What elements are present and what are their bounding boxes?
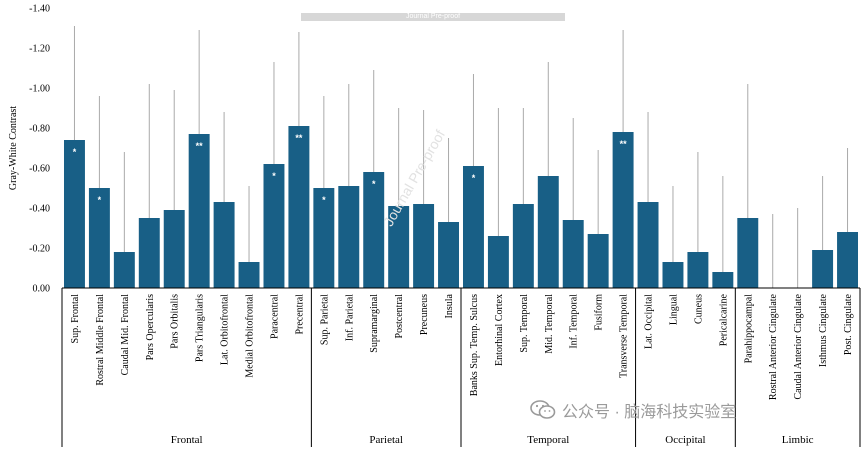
- bar: [512, 204, 534, 288]
- y-tick-label: 0.00: [33, 284, 51, 295]
- bar: [837, 232, 859, 288]
- x-tick-label: Pericalcarine: [718, 293, 729, 346]
- x-tick-labels: Sup. Frontal Rostral Middle Frontal Caudal…: [70, 293, 854, 400]
- x-tick-label: Pars Orbitalis: [170, 294, 181, 349]
- x-tick-label: Post. Cingulate: [843, 293, 854, 355]
- x-tick-label: Postcentral: [394, 294, 405, 339]
- significance-marker: *: [272, 171, 276, 181]
- x-tick-label: Lat. Occipital: [644, 294, 655, 349]
- wechat-watermark: 公众号 · 脑海科技实验室: [530, 398, 736, 422]
- x-tick-label: Precuneus: [419, 294, 430, 335]
- x-tick-label: Medial Orbitofrontal: [245, 294, 256, 378]
- bar: [363, 172, 385, 288]
- x-tick-label: Lat. Orbitofrontal: [220, 294, 231, 365]
- bar: [238, 262, 260, 288]
- y-axis-label: Gray-White Contrast: [8, 106, 19, 190]
- bar: [113, 252, 135, 288]
- bar: [612, 132, 634, 288]
- bar: [737, 218, 759, 288]
- bar: [587, 234, 609, 288]
- x-tick-label: Caudal Anterior Cingulate: [793, 293, 804, 399]
- group-label: Parietal: [369, 434, 403, 446]
- bar: [637, 202, 659, 288]
- bar: [338, 186, 360, 288]
- x-tick-label: Precentral: [294, 294, 305, 335]
- bar: [662, 262, 684, 288]
- significance-marker: **: [295, 133, 303, 143]
- x-tick-label: Inf. Temporal: [569, 294, 580, 349]
- y-tick-label: -1.00: [29, 84, 50, 95]
- x-tick-label: Lingual: [668, 294, 679, 325]
- x-tick-label: Pars Opercularis: [145, 294, 156, 360]
- x-tick-label: Parahippocampal: [743, 294, 754, 364]
- bar: [263, 164, 285, 288]
- x-tick-label: Cuneus: [693, 294, 704, 324]
- x-tick-label: Rostral Anterior Cingulate: [768, 293, 779, 400]
- group-label: Temporal: [527, 434, 569, 446]
- bar: [288, 126, 310, 288]
- bar: [537, 176, 559, 288]
- significance-markers: ************: [73, 133, 627, 205]
- x-tick-label: Sup. Temporal: [519, 294, 530, 353]
- x-tick-label: Paracentral: [269, 294, 280, 339]
- bar: [388, 206, 410, 288]
- group-label: Limbic: [782, 434, 814, 446]
- y-tick-label: -1.20: [29, 44, 50, 55]
- x-tick-label: Insula: [444, 293, 455, 318]
- bar: [562, 220, 584, 288]
- significance-marker: *: [472, 173, 476, 183]
- bars: [63, 126, 859, 288]
- significance-marker: **: [620, 139, 628, 149]
- x-tick-label: Banks Sup. Temp. Sulcus: [469, 294, 480, 396]
- significance-marker: *: [372, 179, 376, 189]
- bar: [88, 188, 110, 288]
- x-tick-label: Entorhinal Cortex: [494, 294, 505, 366]
- bar: [438, 222, 460, 288]
- group-label: Occipital: [665, 434, 705, 446]
- x-tick-label: Fusiform: [594, 294, 605, 331]
- significance-marker: *: [73, 147, 77, 157]
- significance-marker: *: [98, 195, 102, 205]
- significance-marker: **: [196, 141, 204, 151]
- x-tick-label: Mid. Temporal: [544, 294, 555, 354]
- y-tick-label: -0.40: [29, 204, 50, 215]
- error-bars: [73, 26, 849, 288]
- bar: [812, 250, 834, 288]
- bar: [138, 218, 160, 288]
- bar: [487, 236, 509, 288]
- y-tick-label: -0.20: [29, 244, 50, 255]
- y-axis: 0.00 -0.20 -0.40 -0.60 -0.80 -1.00 -1.20 -1.40: [29, 4, 50, 295]
- x-tick-label: Rostral Middle Frontal: [95, 294, 106, 386]
- bar: [63, 140, 85, 288]
- x-tick-label: Caudal Mid. Frontal: [120, 294, 131, 376]
- bar: [188, 134, 210, 288]
- x-tick-label: Pars Triangularis: [195, 294, 206, 362]
- x-tick-label: Transverse Temporal: [619, 294, 630, 378]
- bar: [163, 210, 185, 288]
- x-tick-label: Inf. Parietal: [344, 294, 355, 341]
- bar: [213, 202, 235, 288]
- x-tick-label: Isthmus Cingulate: [818, 293, 829, 367]
- bar: [313, 188, 335, 288]
- y-tick-label: -1.40: [29, 4, 50, 15]
- bar: [712, 272, 734, 288]
- bar: [462, 166, 484, 288]
- bar: [687, 252, 709, 288]
- y-tick-label: -0.80: [29, 124, 50, 135]
- region-groups: Frontal Parietal Temporal Occipital Limbic: [61, 287, 861, 447]
- x-tick-label: Supramarginal: [369, 294, 380, 353]
- bar: [413, 204, 435, 288]
- significance-marker: *: [322, 195, 326, 205]
- x-tick-label: Sup. Frontal: [70, 294, 81, 344]
- wechat-icon: [530, 400, 556, 419]
- proof-banner: Journal Pre-proof: [301, 13, 565, 21]
- wechat-label: 公众号 · 脑海科技实验室: [562, 404, 737, 421]
- y-tick-label: -0.60: [29, 164, 50, 175]
- group-label: Frontal: [171, 434, 203, 446]
- x-tick-label: Sup. Parietal: [319, 294, 330, 345]
